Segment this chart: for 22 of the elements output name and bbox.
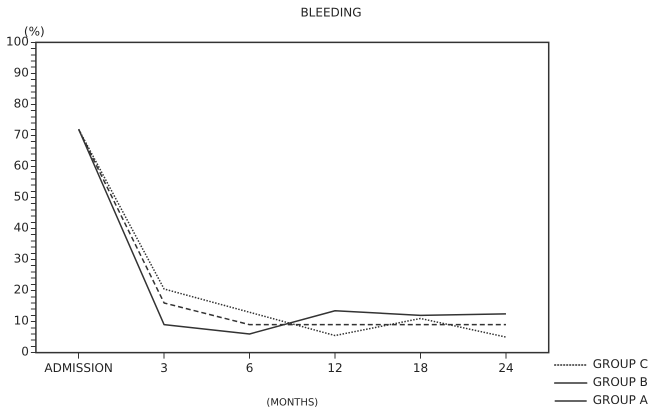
y-tick-label: 100: [6, 34, 29, 49]
x-tick-label: 18: [412, 360, 428, 375]
y-tick-label: 0: [21, 344, 29, 359]
legend-label: GROUP B: [592, 375, 648, 390]
y-tick-label: 20: [14, 282, 29, 297]
y-tick-label: 30: [14, 252, 29, 266]
x-tick-label: 3: [160, 360, 168, 375]
y-tick-label: 10: [14, 314, 29, 328]
x-tick-label: 24: [498, 360, 514, 375]
y-tick-label: 40: [14, 220, 29, 235]
x-axis-title: (MONTHS): [266, 398, 318, 409]
legend-label: GROUP C: [592, 357, 648, 372]
y-tick-label: 60: [14, 158, 29, 173]
y-tick-label: 50: [14, 190, 29, 204]
y-tick-label: 80: [14, 96, 29, 111]
x-tick-label: 6: [246, 360, 254, 375]
chart-title: BLEEDING: [300, 5, 362, 20]
y-tick-label: 70: [14, 128, 29, 142]
x-tick-label: 12: [327, 360, 343, 375]
legend-label: GROUP A: [592, 393, 649, 408]
x-tick-label: ADMISSION: [44, 360, 113, 375]
y-tick-label: 90: [14, 66, 29, 80]
